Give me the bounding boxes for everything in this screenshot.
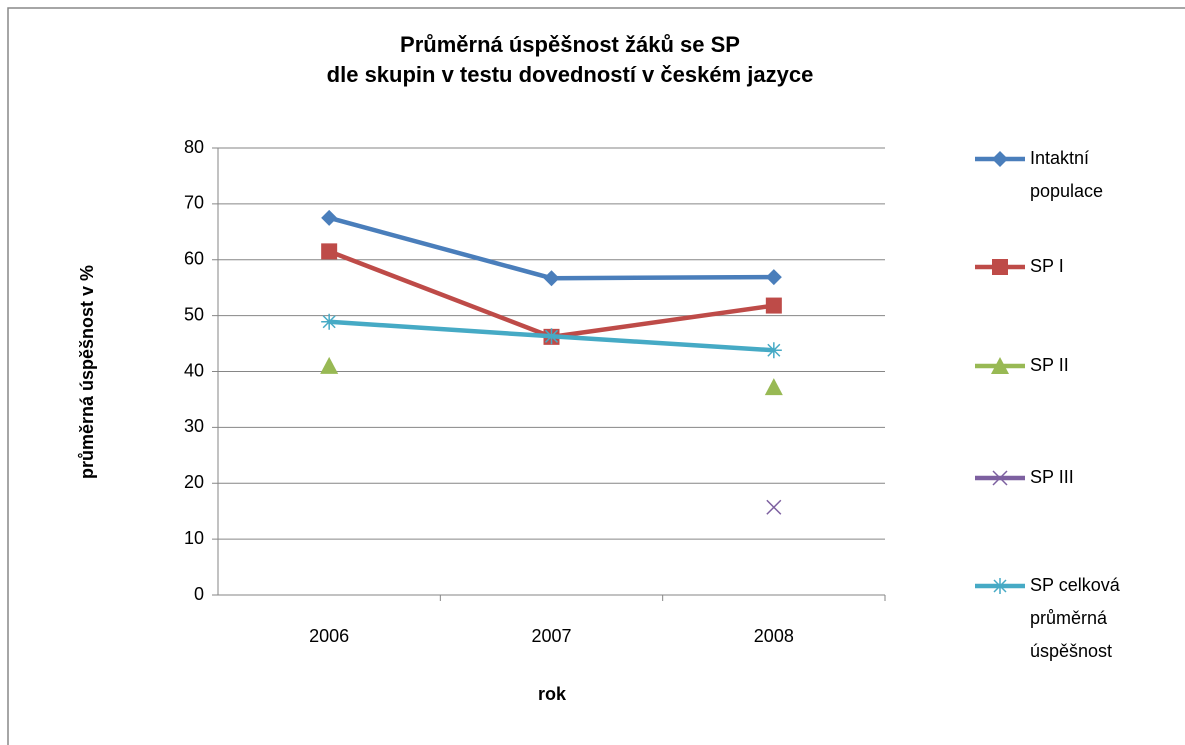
- series-line: [328, 215, 774, 281]
- marker: [766, 499, 782, 515]
- legend-label: Intaktní populace: [1030, 148, 1104, 201]
- chart-title: Průměrná úspěšnost žáků se SP: [400, 32, 740, 57]
- y-tick-label: 50: [184, 304, 204, 324]
- y-tick-label: 0: [194, 584, 204, 604]
- legend-label: SP II: [1030, 355, 1069, 375]
- marker: [321, 243, 338, 260]
- marker: [320, 356, 339, 374]
- marker: [992, 151, 1008, 167]
- marker: [765, 297, 782, 314]
- marker: [543, 270, 560, 287]
- chart-frame: [7, 7, 1185, 745]
- marker: [543, 328, 560, 345]
- marker: [992, 578, 1008, 594]
- legend-label: SP III: [1030, 467, 1074, 487]
- y-tick-label: 30: [184, 416, 204, 436]
- legend-label: SP I: [1030, 256, 1064, 276]
- y-tick-label: 20: [184, 472, 204, 492]
- x-tick-label: 2008: [754, 626, 794, 646]
- y-tick-label: 60: [184, 249, 204, 269]
- marker: [765, 269, 782, 286]
- marker: [765, 342, 782, 359]
- marker: [991, 357, 1009, 374]
- marker: [764, 378, 783, 396]
- x-tick-label: 2006: [309, 626, 349, 646]
- y-tick-label: 80: [184, 137, 204, 157]
- legend-label: SP celková průměrná úspěšnost: [1030, 575, 1120, 661]
- y-tick-label: 70: [184, 193, 204, 213]
- chart-title: dle skupin v testu dovedností v českém j…: [327, 62, 814, 87]
- x-axis-label: rok: [538, 684, 567, 704]
- y-tick-label: 40: [184, 360, 204, 380]
- marker: [321, 313, 338, 330]
- x-tick-label: 2007: [531, 626, 571, 646]
- marker: [321, 209, 338, 226]
- y-axis-label: průměrná úspěšnost v %: [77, 265, 97, 479]
- marker: [992, 259, 1008, 275]
- y-tick-label: 10: [184, 528, 204, 548]
- marker: [992, 470, 1008, 486]
